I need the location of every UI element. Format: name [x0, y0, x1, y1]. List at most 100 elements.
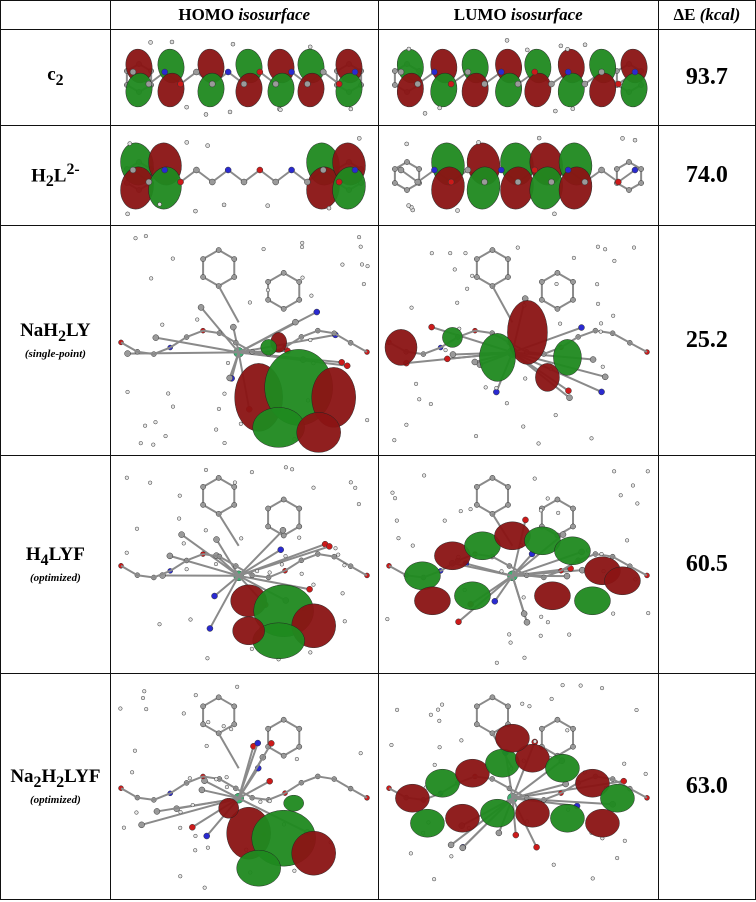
atom [267, 798, 272, 803]
bond [333, 777, 351, 789]
atom [391, 179, 398, 186]
atom [264, 296, 271, 303]
bond [169, 781, 187, 794]
bond [228, 351, 240, 378]
bond [235, 564, 253, 576]
atom [300, 275, 305, 280]
atom [506, 631, 511, 636]
bond [491, 555, 510, 567]
atom [391, 165, 398, 172]
atom [491, 597, 498, 605]
atom [403, 186, 410, 193]
atom [170, 404, 175, 409]
bond [202, 552, 220, 558]
atom [504, 501, 511, 508]
bond [422, 346, 441, 355]
atom [138, 440, 143, 445]
atom [178, 530, 185, 538]
orbital-lobe [232, 616, 265, 645]
atom [192, 68, 200, 75]
atom [569, 505, 576, 511]
bond [267, 498, 284, 509]
atom [532, 738, 537, 744]
atom [303, 178, 311, 185]
atom [188, 823, 196, 831]
bond [333, 331, 351, 344]
atom [494, 660, 499, 665]
atom [335, 178, 343, 185]
atom [215, 474, 222, 481]
bond [217, 275, 235, 287]
bond [282, 498, 300, 509]
bond [217, 732, 240, 769]
atom [165, 390, 171, 396]
bond [491, 695, 509, 707]
atom [129, 769, 134, 774]
orbital-lobe [403, 561, 441, 590]
atom [166, 552, 173, 559]
atom [152, 333, 159, 341]
atom [428, 323, 435, 330]
atom [296, 535, 301, 540]
orbital-lobe [484, 748, 520, 777]
atom [238, 421, 243, 426]
atom [326, 205, 332, 210]
homo-image [109, 455, 379, 674]
atom [224, 774, 229, 779]
atom [408, 850, 413, 855]
atom [177, 493, 182, 498]
atom [299, 244, 304, 249]
atom [414, 178, 421, 185]
atom [177, 873, 183, 878]
atom [213, 535, 220, 543]
atom [231, 702, 237, 709]
atom [406, 202, 411, 208]
bond [238, 333, 336, 353]
atom [213, 427, 218, 432]
atom [153, 807, 160, 815]
delta-e-value: 25.2 [657, 225, 756, 456]
delta-e-value: 93.7 [657, 29, 756, 126]
bond [282, 298, 300, 310]
atom [247, 299, 252, 305]
orbital-lobe [553, 536, 591, 565]
atom [280, 496, 287, 502]
atom [635, 500, 640, 506]
atom [338, 358, 345, 366]
atom [254, 739, 261, 746]
bond [179, 168, 197, 183]
bond [474, 329, 493, 334]
bond [201, 788, 239, 799]
delta-e-value: 74.0 [657, 125, 756, 226]
atom [610, 313, 615, 318]
atom [504, 37, 510, 43]
bond [217, 476, 235, 488]
atom [414, 80, 421, 87]
orbital-lobe [479, 798, 515, 827]
atom [203, 111, 208, 117]
atom [342, 562, 347, 567]
atom [565, 393, 573, 401]
atom [622, 838, 627, 843]
atom [224, 68, 232, 75]
atom [643, 771, 648, 776]
atom [538, 507, 543, 512]
bond [202, 695, 219, 707]
bond [617, 168, 636, 183]
bond [284, 781, 302, 794]
orbital-lobe [291, 830, 336, 875]
lumo-image [377, 673, 659, 900]
atom [430, 68, 438, 75]
atom [279, 561, 284, 566]
atom [578, 683, 583, 688]
orbital-lobe [599, 783, 635, 812]
atom [571, 255, 576, 260]
atom [296, 725, 302, 732]
table-row: Na2H2LYF (optimized) 63.0 [0, 673, 756, 900]
atom [319, 68, 327, 75]
atom [625, 186, 632, 193]
bond [169, 554, 239, 577]
atom [442, 518, 447, 523]
table-row: H2L2- 74.0 [0, 125, 756, 226]
atom [198, 786, 205, 793]
